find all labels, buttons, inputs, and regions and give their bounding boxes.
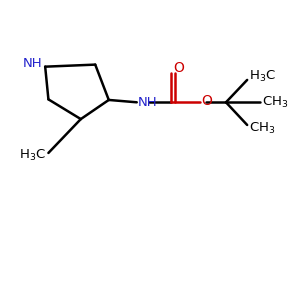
Text: CH$_3$: CH$_3$	[249, 121, 275, 136]
Text: NH: NH	[23, 57, 43, 70]
Text: NH: NH	[138, 96, 158, 109]
Text: H$_3$C: H$_3$C	[249, 69, 275, 84]
Text: O: O	[201, 94, 212, 108]
Text: O: O	[174, 61, 184, 75]
Text: H$_3$C: H$_3$C	[19, 148, 46, 164]
Text: CH$_3$: CH$_3$	[262, 95, 288, 110]
